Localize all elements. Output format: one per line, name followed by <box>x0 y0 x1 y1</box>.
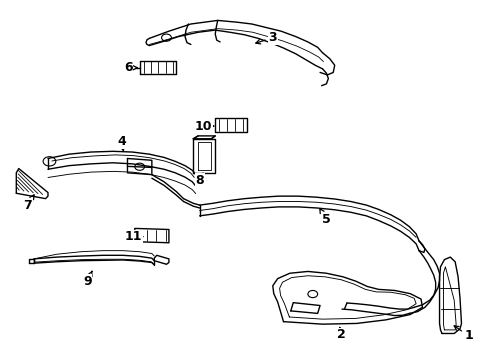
Text: 7: 7 <box>23 195 34 212</box>
Text: 6: 6 <box>124 61 137 74</box>
Text: 3: 3 <box>255 31 277 44</box>
Text: 1: 1 <box>453 326 472 342</box>
Text: 2: 2 <box>336 327 345 341</box>
Text: 4: 4 <box>117 135 126 152</box>
Text: 11: 11 <box>124 230 142 243</box>
Text: 9: 9 <box>83 271 92 288</box>
Text: 5: 5 <box>319 209 330 226</box>
Text: 10: 10 <box>194 121 213 134</box>
Text: 8: 8 <box>195 173 203 186</box>
